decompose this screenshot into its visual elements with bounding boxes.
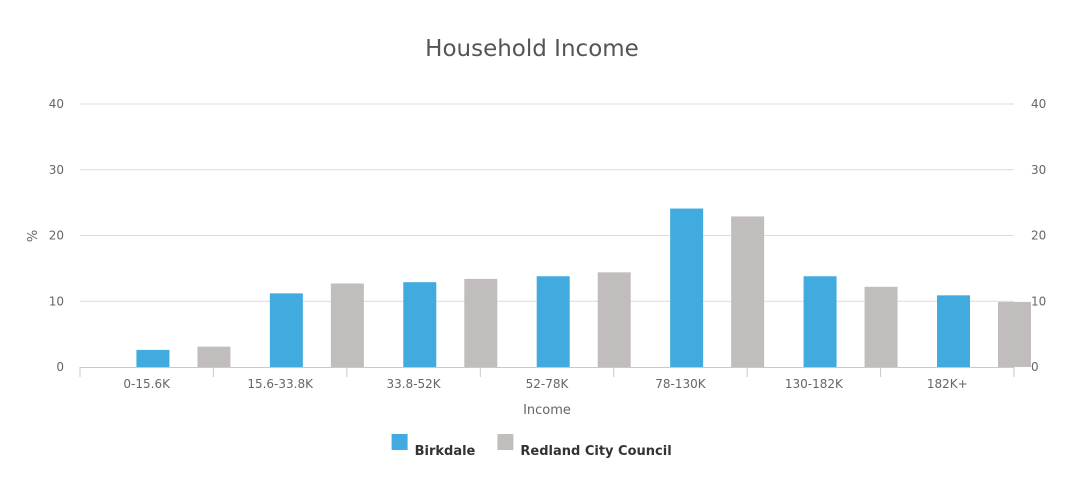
y-tick-label-right: 10 [1031, 294, 1046, 308]
chart-title: Household Income [425, 36, 639, 62]
x-tick-label: 0-15.6K [123, 377, 171, 391]
axes: 0 0 10 10 20 20 30 30 40 40 0-15.6K 15.6-33.8K 33.8-… [49, 97, 1047, 391]
bar-birkdale-6 [937, 295, 970, 367]
bar-birkdale-1 [269, 293, 303, 367]
grid-lines [80, 103, 1014, 302]
y-tick-label-right: 30 [1031, 163, 1046, 177]
y-tick-label-right: 0 [1031, 360, 1039, 374]
x-tick-label: 78-130K [655, 377, 707, 391]
bar-redland-city-council-0 [197, 346, 231, 367]
bar-redland-city-council-4 [731, 216, 765, 367]
legend-label-1: Redland City Council [520, 444, 671, 459]
x-tick-label: 182K+ [927, 377, 968, 391]
bar-birkdale-4 [670, 208, 704, 367]
bar-redland-city-council-2 [464, 278, 498, 367]
bar-redland-city-council-1 [330, 283, 364, 367]
bar-redland-city-council-3 [597, 272, 631, 367]
bar-marks [136, 208, 1031, 367]
x-tick-label: 15.6-33.8K [247, 377, 314, 391]
bar-redland-city-council-6 [998, 301, 1031, 367]
bar-birkdale-0 [136, 349, 170, 367]
y-tick-label-left: 10 [49, 294, 64, 308]
y-tick-label-left: 0 [56, 360, 64, 374]
legend-swatch-0 [391, 434, 408, 450]
y-tick-label-right: 40 [1031, 97, 1046, 111]
legend-swatch-1 [497, 434, 514, 450]
x-tick-label: 130-182K [785, 377, 844, 391]
x-tick-label: 52-78K [526, 377, 570, 391]
x-axis-label: Income [523, 403, 571, 418]
y-axis-label: % [26, 230, 41, 242]
y-tick-label-left: 20 [49, 229, 64, 243]
y-tick-label-left: 40 [49, 97, 64, 111]
bar-birkdale-5 [803, 276, 837, 367]
legend-label-0: Birkdale [415, 444, 476, 459]
x-tick-label: 33.8-52K [386, 377, 441, 391]
y-tick-label-left: 30 [49, 163, 64, 177]
bar-birkdale-3 [536, 276, 570, 367]
y-tick-label-right: 20 [1031, 229, 1046, 243]
bar-redland-city-council-5 [864, 286, 898, 367]
legend: Birkdale Redland City Council [391, 434, 672, 459]
bar-birkdale-2 [403, 282, 437, 367]
